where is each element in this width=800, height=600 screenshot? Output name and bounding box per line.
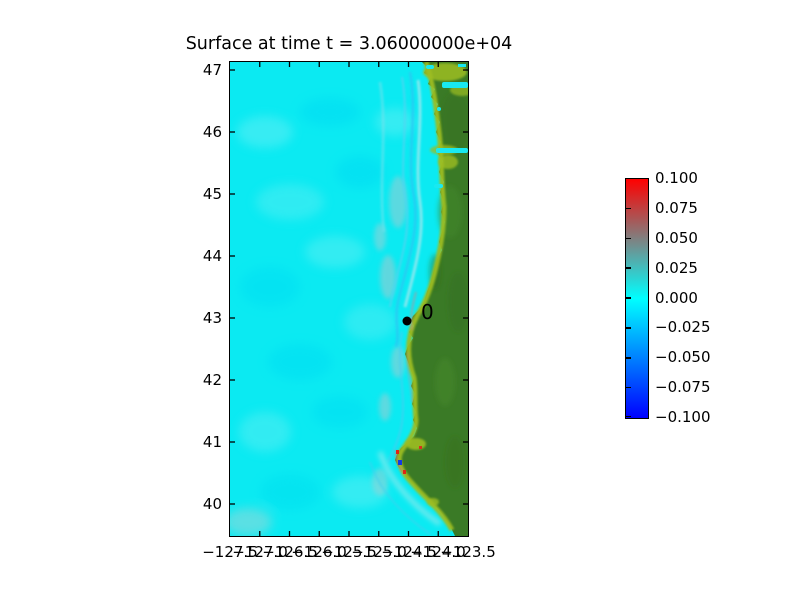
- map-plot-area[interactable]: 0: [228, 60, 469, 537]
- extreme-value-specks: [395, 445, 422, 474]
- x-tick-label: −127.0: [232, 543, 288, 561]
- y-tick-label: 41: [202, 433, 222, 451]
- x-tick-label: −125.5: [321, 543, 377, 561]
- x-tick-label: −126.0: [291, 543, 347, 561]
- colorbar-tick-mark: [626, 297, 631, 299]
- colorbar: [625, 177, 649, 419]
- colorbar-tick-mark: [626, 415, 631, 418]
- y-tick-label: 42: [202, 371, 222, 389]
- colorbar-tick-mark: [626, 237, 631, 239]
- gauge-label: 0: [421, 300, 434, 324]
- x-tick-label: −124.0: [410, 543, 466, 561]
- colorbar-tick-label: −0.050: [655, 348, 711, 366]
- y-tick-label: 46: [202, 123, 222, 141]
- colorbar-tick-label: −0.100: [655, 408, 711, 426]
- y-tick-label: 45: [202, 185, 222, 203]
- x-tick-label: −125.0: [351, 543, 407, 561]
- colorbar-tick-mark: [626, 357, 631, 359]
- surface-field-image: 0: [229, 61, 468, 536]
- colorbar-tick-label: 0.025: [655, 259, 698, 277]
- colorbar-tick-label: 0.075: [655, 199, 698, 217]
- x-tick-label: −123.5: [440, 543, 496, 561]
- y-tick-label: 47: [202, 61, 222, 79]
- y-tick-label: 44: [202, 247, 222, 265]
- wave-fronts: [368, 71, 441, 535]
- coastal-inlets: [425, 63, 468, 188]
- colorbar-tick-label: 0.100: [655, 169, 698, 187]
- colorbar-tick-mark: [626, 386, 631, 389]
- colorbar-tick-label: 0.050: [655, 229, 698, 247]
- plot-title: Surface at time t = 3.06000000e+04: [185, 34, 513, 54]
- land-mass: [394, 61, 468, 536]
- x-tick-label: −124.5: [381, 543, 437, 561]
- colorbar-tick-mark: [626, 327, 631, 329]
- y-tick-label: 40: [202, 495, 222, 513]
- axis-tick-marks: [229, 61, 468, 536]
- colorbar-tick-label: −0.075: [655, 378, 711, 396]
- colorbar-tick-label: 0.000: [655, 289, 698, 307]
- colorbar-tick-mark: [626, 207, 631, 210]
- gauge-marker-dot[interactable]: [402, 316, 411, 325]
- x-tick-label: −126.5: [262, 543, 318, 561]
- colorbar-tick-mark: [626, 177, 631, 180]
- y-tick-label: 43: [202, 309, 222, 327]
- colorbar-tick-mark: [626, 267, 631, 269]
- colorbar-tick-label: −0.025: [655, 318, 711, 336]
- x-tick-label: −127.5: [202, 543, 258, 561]
